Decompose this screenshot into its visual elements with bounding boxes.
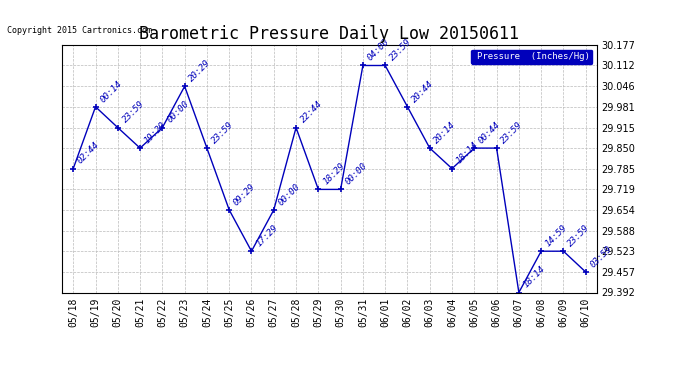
Text: 00:00: 00:00 (165, 99, 190, 125)
Text: 22:44: 22:44 (299, 99, 324, 125)
Text: 23:59: 23:59 (566, 223, 591, 248)
Text: 00:00: 00:00 (277, 182, 302, 207)
Text: 19:29: 19:29 (143, 120, 168, 146)
Text: 14:59: 14:59 (544, 223, 569, 248)
Text: 17:29: 17:29 (255, 223, 279, 248)
Title: Barometric Pressure Daily Low 20150611: Barometric Pressure Daily Low 20150611 (139, 26, 520, 44)
Text: 00:00: 00:00 (344, 161, 368, 187)
Text: Copyright 2015 Cartronics.com: Copyright 2015 Cartronics.com (7, 26, 152, 35)
Text: 09:29: 09:29 (232, 182, 257, 207)
Text: 02:44: 02:44 (76, 141, 101, 166)
Text: 18:14: 18:14 (522, 264, 547, 290)
Text: 04:00: 04:00 (366, 38, 391, 63)
Text: 23:59: 23:59 (388, 38, 413, 63)
Text: 23:59: 23:59 (210, 120, 235, 146)
Text: 20:44: 20:44 (411, 79, 435, 104)
Text: 18:29: 18:29 (321, 161, 346, 187)
Text: 20:29: 20:29 (188, 58, 213, 84)
Text: 20:14: 20:14 (433, 120, 458, 146)
Text: 03:59: 03:59 (589, 244, 614, 269)
Text: 00:14: 00:14 (98, 79, 124, 104)
Text: 18:14: 18:14 (455, 141, 480, 166)
Text: 23:59: 23:59 (500, 120, 524, 146)
Text: 00:44: 00:44 (477, 120, 502, 146)
Text: 23:59: 23:59 (121, 99, 146, 125)
Legend: Pressure  (Inches/Hg): Pressure (Inches/Hg) (471, 50, 592, 64)
